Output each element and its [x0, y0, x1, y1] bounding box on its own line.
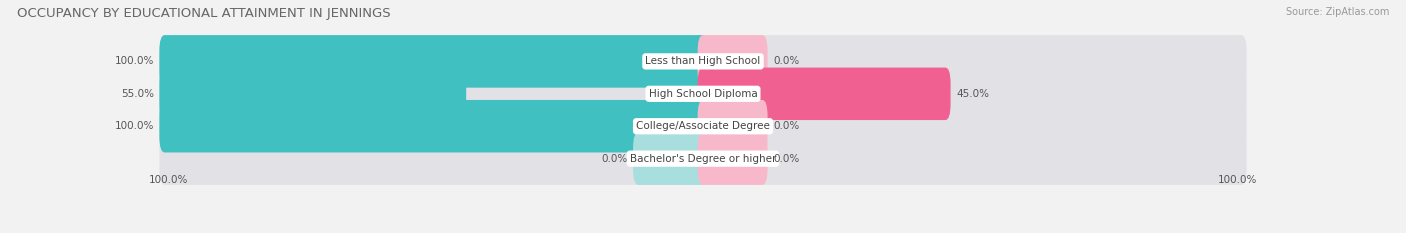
Text: Less than High School: Less than High School [645, 56, 761, 66]
Text: High School Diploma: High School Diploma [648, 89, 758, 99]
Text: 100.0%: 100.0% [115, 121, 155, 131]
Text: 100.0%: 100.0% [1218, 175, 1257, 185]
Text: 0.0%: 0.0% [773, 121, 799, 131]
Text: 0.0%: 0.0% [773, 154, 799, 164]
FancyBboxPatch shape [697, 100, 768, 152]
Text: 100.0%: 100.0% [115, 56, 155, 66]
FancyBboxPatch shape [159, 68, 467, 120]
Text: 55.0%: 55.0% [121, 89, 155, 99]
FancyBboxPatch shape [633, 132, 709, 185]
FancyBboxPatch shape [159, 35, 709, 88]
Text: Source: ZipAtlas.com: Source: ZipAtlas.com [1285, 7, 1389, 17]
Text: 45.0%: 45.0% [956, 89, 988, 99]
FancyBboxPatch shape [697, 35, 768, 88]
FancyBboxPatch shape [159, 35, 1247, 88]
Text: OCCUPANCY BY EDUCATIONAL ATTAINMENT IN JENNINGS: OCCUPANCY BY EDUCATIONAL ATTAINMENT IN J… [17, 7, 391, 20]
FancyBboxPatch shape [697, 132, 768, 185]
Text: College/Associate Degree: College/Associate Degree [636, 121, 770, 131]
Text: 100.0%: 100.0% [149, 175, 188, 185]
FancyBboxPatch shape [159, 132, 1247, 185]
FancyBboxPatch shape [159, 100, 709, 152]
Text: Bachelor's Degree or higher: Bachelor's Degree or higher [630, 154, 776, 164]
FancyBboxPatch shape [159, 68, 1247, 120]
Text: 0.0%: 0.0% [773, 56, 799, 66]
FancyBboxPatch shape [159, 100, 1247, 152]
FancyBboxPatch shape [697, 68, 950, 120]
Text: 0.0%: 0.0% [602, 154, 627, 164]
